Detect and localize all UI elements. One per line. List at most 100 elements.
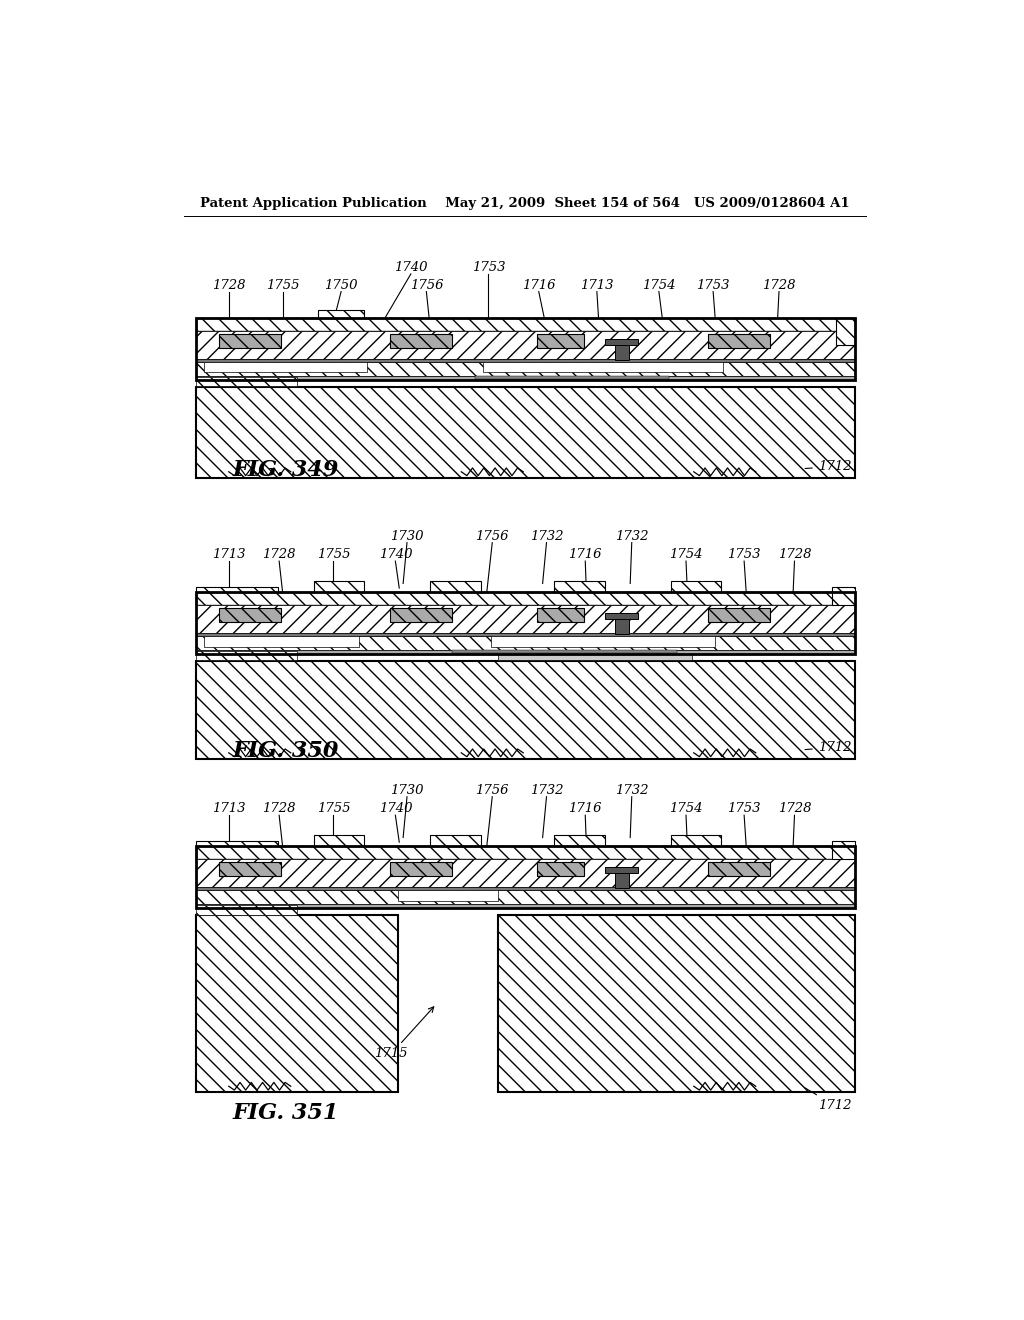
- Text: 1755: 1755: [316, 803, 350, 816]
- Bar: [538, 862, 584, 876]
- Text: 1750: 1750: [325, 279, 357, 292]
- Text: 1728: 1728: [762, 279, 796, 292]
- Text: 1716: 1716: [522, 279, 555, 292]
- Text: 1728: 1728: [262, 548, 296, 561]
- Text: 1732: 1732: [615, 784, 648, 797]
- Bar: [314, 836, 365, 846]
- Bar: [614, 339, 629, 360]
- Bar: [197, 362, 855, 376]
- Text: 1728: 1728: [212, 279, 246, 292]
- Bar: [197, 591, 855, 655]
- Text: 1754: 1754: [670, 803, 702, 816]
- Text: 1753: 1753: [472, 261, 505, 275]
- Text: 1713: 1713: [212, 548, 246, 561]
- Bar: [197, 318, 855, 380]
- Bar: [197, 359, 855, 362]
- Text: 1728: 1728: [262, 803, 296, 816]
- Text: FIG. 349: FIG. 349: [232, 459, 339, 482]
- Text: FIG. 351: FIG. 351: [232, 1102, 339, 1125]
- Text: 1713: 1713: [212, 803, 246, 816]
- Text: 1732: 1732: [529, 784, 563, 797]
- Text: 1732: 1732: [615, 529, 648, 543]
- Bar: [708, 609, 770, 622]
- Bar: [614, 867, 629, 888]
- Text: 1740: 1740: [394, 261, 428, 275]
- Bar: [197, 846, 855, 859]
- Bar: [390, 862, 452, 876]
- Bar: [197, 376, 855, 380]
- Bar: [390, 334, 452, 348]
- Text: 1753: 1753: [727, 548, 761, 561]
- Bar: [490, 636, 716, 647]
- Bar: [197, 378, 297, 387]
- Text: 1712: 1712: [805, 741, 851, 754]
- Bar: [605, 612, 638, 619]
- Bar: [204, 362, 367, 372]
- Bar: [554, 836, 604, 846]
- Bar: [708, 334, 770, 348]
- Bar: [197, 841, 278, 846]
- Bar: [671, 581, 721, 591]
- Bar: [430, 836, 480, 846]
- Bar: [197, 846, 855, 908]
- Bar: [219, 862, 282, 876]
- Bar: [197, 387, 855, 478]
- Bar: [831, 841, 855, 859]
- Bar: [197, 605, 855, 632]
- Bar: [197, 586, 278, 591]
- Bar: [708, 862, 770, 876]
- Bar: [197, 651, 297, 660]
- Bar: [197, 887, 855, 890]
- Text: 1754: 1754: [642, 279, 676, 292]
- Bar: [452, 649, 677, 653]
- Bar: [197, 859, 855, 887]
- Bar: [554, 581, 604, 591]
- Bar: [475, 376, 669, 379]
- Bar: [397, 890, 499, 900]
- Bar: [605, 339, 638, 345]
- Text: 1754: 1754: [670, 548, 702, 561]
- Text: 1715: 1715: [375, 1007, 434, 1060]
- Text: 1755: 1755: [266, 279, 300, 292]
- Text: FIG. 350: FIG. 350: [232, 741, 339, 763]
- Text: 1756: 1756: [475, 529, 509, 543]
- Bar: [605, 867, 638, 873]
- Bar: [390, 609, 452, 622]
- Bar: [204, 636, 359, 647]
- Bar: [197, 636, 855, 649]
- Bar: [831, 586, 855, 605]
- Bar: [197, 906, 297, 915]
- Bar: [483, 362, 723, 372]
- Bar: [197, 632, 855, 636]
- Text: 1756: 1756: [475, 784, 509, 797]
- Text: 1728: 1728: [778, 803, 811, 816]
- Bar: [197, 915, 397, 1093]
- Bar: [219, 334, 282, 348]
- Bar: [671, 836, 721, 846]
- Bar: [197, 591, 855, 605]
- Text: Patent Application Publication    May 21, 2009  Sheet 154 of 564   US 2009/01286: Patent Application Publication May 21, 2…: [200, 197, 850, 210]
- Text: 1712: 1712: [805, 1088, 851, 1111]
- Text: 1730: 1730: [390, 529, 424, 543]
- Bar: [499, 655, 692, 660]
- Text: 1753: 1753: [696, 279, 730, 292]
- Text: 1740: 1740: [379, 548, 412, 561]
- Text: 1740: 1740: [379, 803, 412, 816]
- Bar: [197, 904, 855, 908]
- Text: 1756: 1756: [410, 279, 443, 292]
- Bar: [314, 581, 365, 591]
- Bar: [614, 612, 629, 635]
- Text: 1716: 1716: [568, 548, 602, 561]
- Bar: [197, 331, 855, 359]
- Text: 1728: 1728: [778, 548, 811, 561]
- Bar: [836, 318, 855, 345]
- Text: 1713: 1713: [581, 279, 613, 292]
- Bar: [219, 609, 282, 622]
- Bar: [197, 890, 855, 904]
- Bar: [197, 649, 855, 655]
- Text: 1712: 1712: [805, 459, 851, 473]
- Bar: [197, 661, 855, 759]
- Bar: [499, 915, 855, 1093]
- Text: 1730: 1730: [390, 784, 424, 797]
- Text: 1753: 1753: [727, 803, 761, 816]
